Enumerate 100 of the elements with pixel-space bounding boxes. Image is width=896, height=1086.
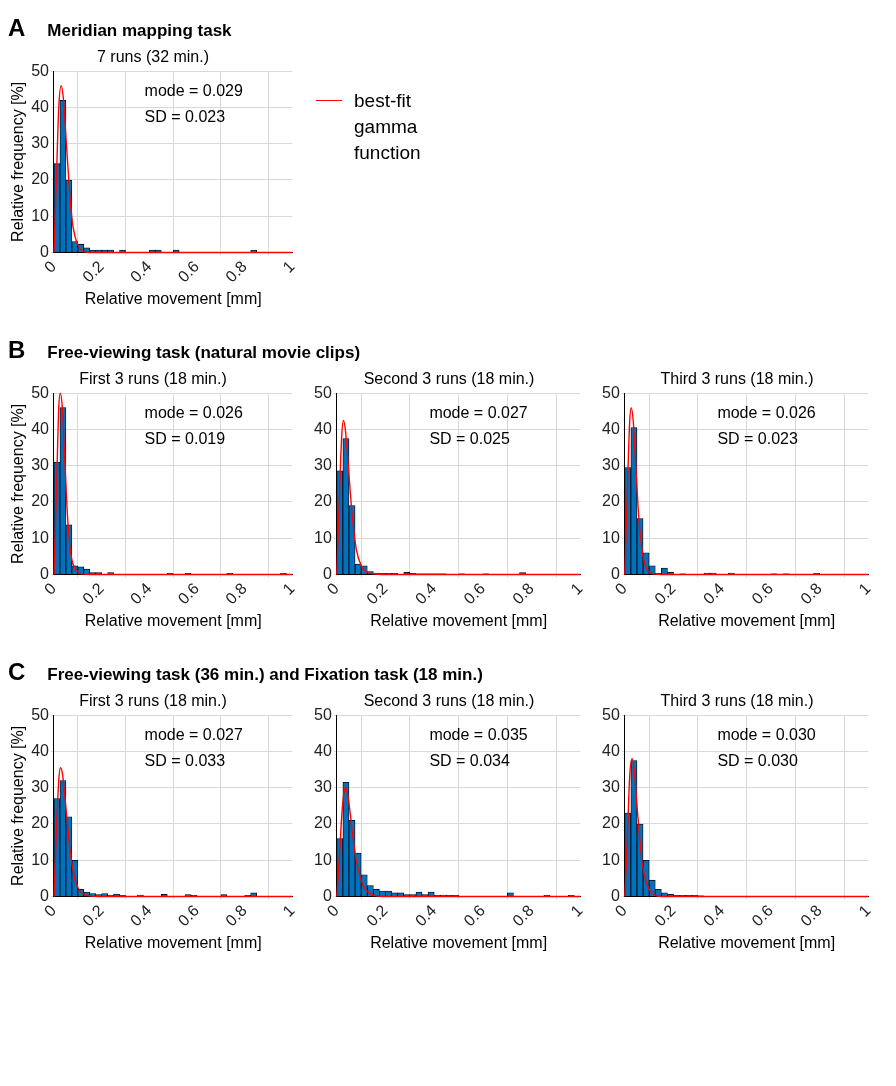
x-tick-label: 0.2 <box>363 901 391 930</box>
y-tick-label: 20 <box>314 492 332 510</box>
y-tick-label: 0 <box>40 564 50 582</box>
x-tick-label: 1 <box>567 579 586 598</box>
y-tick-label: 50 <box>314 383 332 401</box>
x-tick-label: 0.4 <box>411 579 440 608</box>
x-tick-label: 1 <box>279 579 298 598</box>
x-tick-label: 0.2 <box>79 257 107 286</box>
x-tick-label: 0.8 <box>509 579 537 608</box>
y-tick-label: 10 <box>314 528 332 546</box>
x-tick-label: 0.4 <box>126 579 155 608</box>
x-tick-label: 0.8 <box>222 901 251 930</box>
annotation: SD = 0.023 <box>144 107 226 125</box>
x-tick-label: 0.8 <box>222 579 251 608</box>
x-tick-label: 0.8 <box>222 257 251 286</box>
x-tick-label: 0.2 <box>651 901 679 930</box>
y-tick-label: 10 <box>31 850 50 868</box>
y-tick-label: 30 <box>31 134 50 152</box>
x-tick-label: 0.4 <box>126 901 155 930</box>
y-tick-label: 50 <box>31 705 50 723</box>
text: Meridian mapping task <box>47 21 232 41</box>
x-tick-label: 0.6 <box>748 901 777 930</box>
annotation: mode = 0.030 <box>717 725 816 743</box>
chart-title: Second 3 runs (18 min.) <box>363 692 535 710</box>
y-tick-label: 20 <box>314 814 332 832</box>
text: Free-viewing task (natural movie clips) <box>47 343 361 363</box>
x-axis-title: Relative movement [mm] <box>658 611 836 629</box>
x-axis-title: Relative movement [mm] <box>370 611 548 629</box>
y-tick-label: 0 <box>322 564 332 582</box>
chart-title: Third 3 runs (18 min.) <box>660 370 814 388</box>
line-series <box>53 392 294 576</box>
y-tick-label: 30 <box>314 456 332 474</box>
text: Free-viewing task (36 min.) and Fixation task (18 min.) <box>47 665 483 685</box>
y-axis-title: Relative frequency [%] <box>9 403 27 564</box>
y-tick-label: 40 <box>602 419 620 437</box>
annotation: mode = 0.026 <box>144 403 243 421</box>
annotation: SD = 0.025 <box>429 429 510 447</box>
x-tick-label: 0.6 <box>460 579 489 608</box>
y-tick-label: 30 <box>314 778 332 796</box>
y-tick-label: 40 <box>314 741 332 759</box>
chart-title: Second 3 runs (18 min.) <box>363 370 535 388</box>
y-tick-label: 0 <box>322 886 332 904</box>
x-tick-label: 1 <box>279 901 298 920</box>
y-axis-title: Relative frequency [%] <box>9 81 27 242</box>
text: B <box>8 336 26 364</box>
y-tick-label: 20 <box>31 492 50 510</box>
x-tick-label: 1 <box>855 579 874 598</box>
annotation: SD = 0.034 <box>429 751 510 769</box>
y-tick-label: 20 <box>31 814 50 832</box>
y-tick-label: 30 <box>31 778 50 796</box>
y-tick-label: 30 <box>602 778 620 796</box>
y-tick-label: 40 <box>31 97 50 115</box>
y-tick-label: 30 <box>31 456 50 474</box>
y-tick-label: 40 <box>314 419 332 437</box>
x-axis-title: Relative movement [mm] <box>658 933 836 951</box>
y-tick-label: 20 <box>602 814 620 832</box>
y-tick-label: 40 <box>31 419 50 437</box>
annotation: SD = 0.023 <box>717 429 798 447</box>
x-tick-label: 0.4 <box>699 901 728 930</box>
y-tick-label: 0 <box>40 242 50 260</box>
annotation: SD = 0.033 <box>144 751 226 769</box>
x-tick-label: 0.6 <box>174 579 203 608</box>
y-tick-label: 50 <box>314 705 332 723</box>
annotation: SD = 0.019 <box>144 429 226 447</box>
y-tick-label: 20 <box>31 170 50 188</box>
annotation: SD = 0.030 <box>717 751 798 769</box>
chart-title: 7 runs (32 min.) <box>96 48 210 66</box>
y-tick-label: 50 <box>602 383 620 401</box>
x-tick-label: 1 <box>279 257 298 276</box>
annotation: mode = 0.027 <box>429 403 528 421</box>
y-tick-label: 0 <box>610 564 620 582</box>
x-axis-title: Relative movement [mm] <box>84 289 262 307</box>
x-axis-title: Relative movement [mm] <box>370 933 548 951</box>
y-tick-label: 30 <box>602 456 620 474</box>
x-tick-label: 0.6 <box>174 901 203 930</box>
y-tick-label: 10 <box>602 850 620 868</box>
x-tick-label: 0.6 <box>748 579 777 608</box>
x-tick-label: 0.2 <box>79 579 107 608</box>
x-tick-label: 1 <box>567 901 586 920</box>
x-tick-label: 0.4 <box>699 579 728 608</box>
x-tick-label: 0.2 <box>651 579 679 608</box>
y-tick-label: 10 <box>602 528 620 546</box>
y-tick-label: 0 <box>40 886 50 904</box>
x-tick-label: 0.8 <box>509 901 537 930</box>
x-tick-label: 0.8 <box>797 579 825 608</box>
annotation: mode = 0.035 <box>429 725 528 743</box>
y-tick-label: 20 <box>602 492 620 510</box>
y-axis-title: Relative frequency [%] <box>9 725 27 886</box>
x-axis-title: Relative movement [mm] <box>84 611 262 629</box>
x-axis-title: Relative movement [mm] <box>84 933 262 951</box>
annotation: mode = 0.029 <box>144 81 243 99</box>
y-tick-label: 10 <box>314 850 332 868</box>
x-tick-label: 0.8 <box>797 901 825 930</box>
chart-title: First 3 runs (18 min.) <box>79 370 227 388</box>
chart-title: Third 3 runs (18 min.) <box>660 692 814 710</box>
legend-label: best-fit gamma function <box>354 89 422 165</box>
y-tick-label: 50 <box>602 705 620 723</box>
y-tick-label: 40 <box>602 741 620 759</box>
x-tick-label: 0.2 <box>363 579 391 608</box>
x-tick-label: 0.2 <box>79 901 107 930</box>
